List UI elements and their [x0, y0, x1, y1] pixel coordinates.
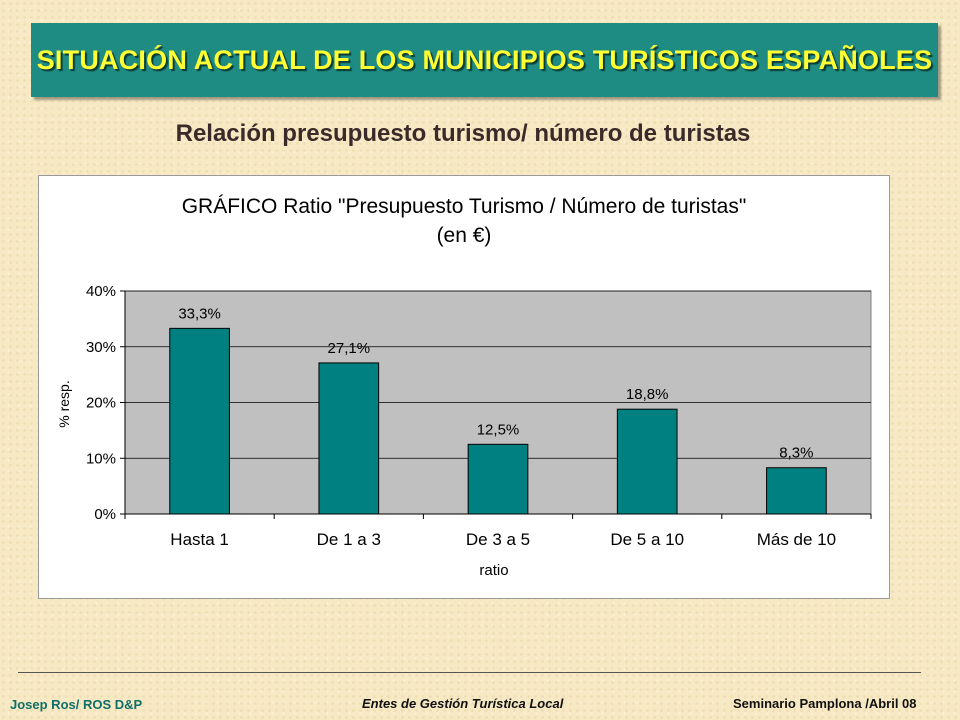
data-label: 33,3%	[178, 305, 221, 322]
slide-subtitle: Relación presupuesto turismo/ número de …	[175, 120, 751, 147]
footer-author: Josep Ros/ ROS D&P	[10, 697, 143, 712]
bar	[318, 362, 380, 515]
y-tick-label: 40%	[86, 283, 116, 300]
bar	[616, 408, 678, 515]
chart-subtitle: (en €)	[437, 224, 492, 247]
y-tick-label: 0%	[94, 506, 116, 523]
bar	[169, 327, 230, 515]
data-label: 12,5%	[477, 421, 520, 438]
chart-title: GRÁFICO Ratio "Presupuesto Turismo / Núm…	[182, 195, 747, 218]
data-label: 27,1%	[328, 340, 371, 357]
y-tick-label: 30%	[86, 339, 116, 356]
bar	[766, 467, 827, 515]
y-tick-label: 20%	[86, 395, 116, 412]
y-tick-label: 10%	[86, 450, 116, 467]
data-label: 8,3%	[779, 445, 813, 462]
footer-date: Seminario Pamplona /Abril 08	[733, 696, 917, 711]
title-banner: SITUACIÓN ACTUAL DE LOS MUNICIPIOS TURÍS…	[31, 23, 938, 97]
bar	[467, 443, 529, 515]
x-tick-label: Hasta 1	[170, 530, 229, 549]
slide-title: SITUACIÓN ACTUAL DE LOS MUNICIPIOS TURÍS…	[36, 44, 933, 75]
x-tick-label: De 5 a 10	[610, 530, 684, 549]
y-axis-label: % resp.	[56, 380, 72, 427]
footer-divider	[18, 672, 921, 673]
x-tick-label: De 1 a 3	[317, 530, 381, 549]
plot-area: 0% 10% 20% 30% 40% 33,3% Hasta 1 27,1% De 1 a 3 1…	[86, 283, 872, 549]
x-tick-label: Más de 10	[757, 530, 836, 549]
x-axis-label: ratio	[479, 562, 508, 579]
bar-chart: GRÁFICO Ratio "Presupuesto Turismo / Núm…	[56, 195, 872, 579]
chart-container: GRÁFICO Ratio "Presupuesto Turismo / Núm…	[38, 175, 890, 599]
footer-event: Entes de Gestión Turística Local	[362, 696, 564, 711]
data-label: 18,8%	[626, 386, 669, 403]
x-tick-label: De 3 a 5	[466, 530, 530, 549]
